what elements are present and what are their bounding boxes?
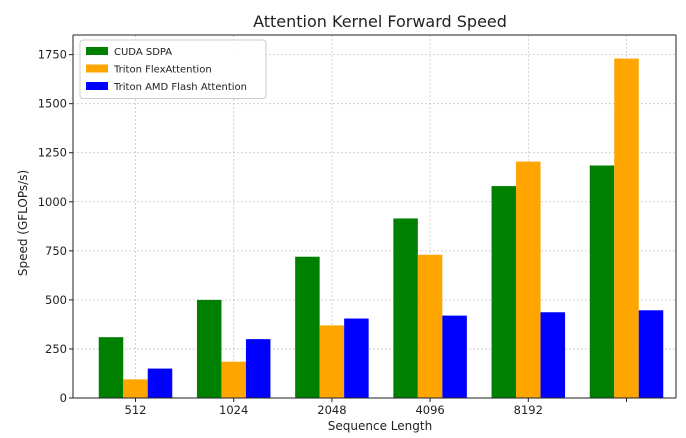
bar-triton-flexattention-512 (123, 379, 148, 398)
legend-label: Triton AMD Flash Attention (113, 82, 247, 93)
y-tick-label: 1000 (38, 195, 67, 209)
ticks-layer: 0 250 500 750 1000 1250 1500 1750 512 1024 2048 409… (38, 48, 627, 417)
axes-layer (72, 34, 677, 399)
legend-label: CUDA SDPA (114, 47, 172, 58)
chart-title: Attention Kernel Forward Speed (253, 12, 507, 31)
bar-triton-flexattention-group-5 (614, 58, 639, 398)
bar-cuda-sdpa-group-5 (589, 165, 615, 398)
y-axis-label: Speed (GFLOPs/s) (16, 170, 30, 276)
bar-triton-amd-flash-attention-4096 (442, 315, 467, 398)
y-tick-label: 750 (45, 244, 67, 258)
x-tick-label: 2048 (317, 403, 346, 417)
x-tick-label: 4096 (415, 403, 444, 417)
y-tick-label: 0 (60, 391, 67, 405)
x-tick-label: 8192 (514, 403, 543, 417)
bar-cuda-sdpa-2048 (295, 256, 320, 398)
bar-triton-amd-flash-attention-group-5 (638, 310, 664, 398)
bars-layer (98, 58, 664, 398)
x-axis-label: Sequence Length (328, 419, 432, 433)
bar-cuda-sdpa-8192 (491, 186, 517, 398)
legend-swatch (86, 64, 108, 73)
legend: CUDA SDPA Triton FlexAttention Triton AMD … (79, 39, 267, 99)
bar-triton-amd-flash-attention-2048 (344, 318, 369, 398)
bar-triton-amd-flash-attention-512 (147, 368, 173, 398)
y-tick-label: 1500 (38, 97, 67, 111)
bar-cuda-sdpa-512 (98, 337, 124, 398)
y-tick-label: 500 (45, 293, 67, 307)
legend-swatch (86, 82, 108, 90)
bar-cuda-sdpa-1024 (196, 299, 222, 398)
y-tick-label: 1750 (38, 48, 67, 62)
bar-triton-flexattention-2048 (319, 325, 345, 398)
x-tick-label: 1024 (219, 403, 248, 417)
bar-triton-flexattention-1024 (221, 361, 246, 398)
y-tick-label: 1250 (38, 146, 67, 160)
bar-triton-amd-flash-attention-8192 (540, 312, 566, 398)
bar-cuda-sdpa-4096 (393, 218, 418, 398)
legend-box (79, 39, 267, 99)
legend-swatch (86, 47, 108, 55)
x-tick-label: 512 (125, 403, 147, 417)
bar-triton-amd-flash-attention-1024 (245, 339, 271, 398)
bar-triton-flexattention-8192 (516, 161, 541, 398)
bar-triton-flexattention-4096 (417, 254, 443, 398)
y-tick-label: 250 (45, 342, 67, 356)
legend-label: Triton FlexAttention (113, 65, 212, 76)
